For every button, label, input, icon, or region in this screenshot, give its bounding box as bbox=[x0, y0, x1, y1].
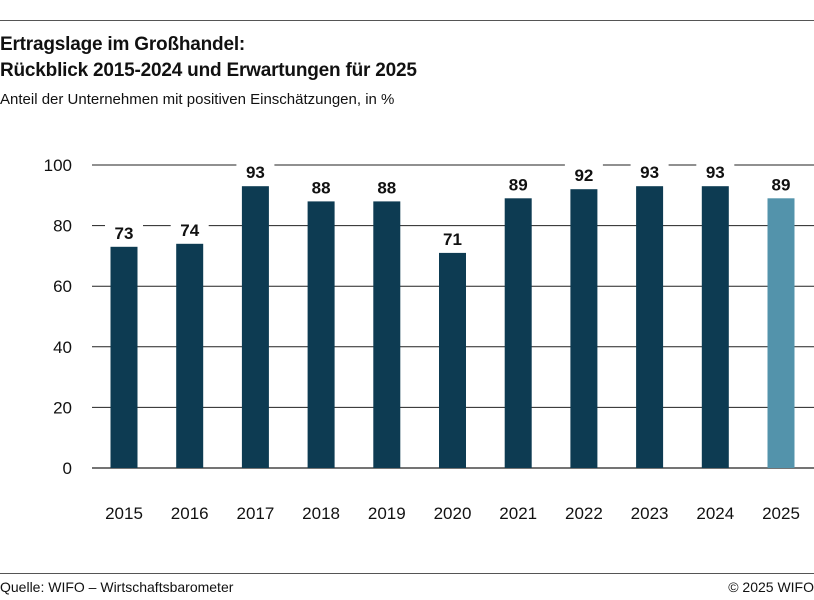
x-tick-label-2019: 2019 bbox=[368, 504, 406, 523]
bar-chart: 0 20 40 60 80 100 73 2015 74 2016 93 2017 88 2018 88 20… bbox=[44, 156, 814, 523]
chart-title: Ertragslage im Großhandel: Rückblick 201… bbox=[0, 32, 417, 84]
bottom-rule bbox=[0, 573, 814, 574]
data-label-2017: 93 bbox=[246, 163, 265, 182]
x-tick-label-2021: 2021 bbox=[499, 504, 537, 523]
data-label-2022: 92 bbox=[574, 166, 593, 185]
x-tick-label-2023: 2023 bbox=[631, 504, 669, 523]
top-rule bbox=[0, 20, 814, 21]
chart-subtitle: Anteil der Unternehmen mit positiven Ein… bbox=[0, 91, 395, 108]
x-tick-label-2017: 2017 bbox=[236, 504, 274, 523]
y-tick-label: 100 bbox=[44, 156, 72, 175]
x-tick-label-2024: 2024 bbox=[696, 504, 734, 523]
bar-2017 bbox=[241, 186, 269, 468]
x-tick-label-2018: 2018 bbox=[302, 504, 340, 523]
bar-2019 bbox=[373, 201, 401, 468]
bar-2021 bbox=[504, 198, 532, 469]
data-label-2025: 89 bbox=[772, 175, 791, 194]
data-label-2023: 93 bbox=[640, 163, 659, 182]
bar-2018 bbox=[307, 201, 335, 468]
x-tick-label-2015: 2015 bbox=[105, 504, 143, 523]
y-tick-label: 60 bbox=[53, 277, 72, 296]
y-tick-label: 40 bbox=[53, 338, 72, 357]
bar-2016 bbox=[176, 243, 204, 468]
x-tick-label-2020: 2020 bbox=[434, 504, 472, 523]
bar-2024 bbox=[701, 186, 729, 468]
bar-2022 bbox=[570, 189, 598, 468]
title-line-1: Ertragslage im Großhandel: bbox=[0, 34, 246, 55]
title-line-2: Rückblick 2015-2024 und Erwartungen für … bbox=[0, 60, 417, 81]
bar-2015 bbox=[110, 246, 138, 468]
x-tick-label-2025: 2025 bbox=[762, 504, 800, 523]
data-label-2019: 88 bbox=[377, 178, 396, 197]
bar-2025 bbox=[767, 198, 795, 469]
y-tick-label: 0 bbox=[63, 459, 72, 478]
x-tick-label-2022: 2022 bbox=[565, 504, 603, 523]
copyright-note: © 2025 WIFO bbox=[728, 579, 814, 595]
data-label-2016: 74 bbox=[180, 221, 199, 240]
data-label-2020: 71 bbox=[443, 230, 462, 249]
data-label-2024: 93 bbox=[706, 163, 725, 182]
y-tick-label: 20 bbox=[53, 398, 72, 417]
data-label-2018: 88 bbox=[312, 178, 331, 197]
x-tick-label-2016: 2016 bbox=[171, 504, 209, 523]
source-note: Quelle: WIFO – Wirtschaftsbarometer bbox=[0, 579, 234, 595]
data-label-2015: 73 bbox=[115, 224, 134, 243]
bar-2020 bbox=[439, 252, 466, 468]
bar-2023 bbox=[636, 186, 664, 468]
y-tick-label: 80 bbox=[53, 217, 72, 236]
data-label-2021: 89 bbox=[509, 175, 528, 194]
